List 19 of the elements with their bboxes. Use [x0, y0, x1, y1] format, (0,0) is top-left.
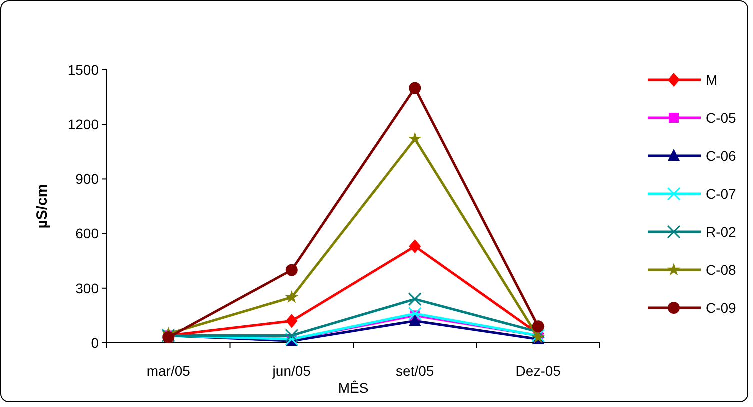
- legend-label: R-02: [706, 224, 737, 240]
- y-tick-label: 600: [76, 226, 100, 242]
- x-tick-label: set/05: [396, 363, 434, 379]
- legend-label: C-07: [706, 186, 737, 202]
- y-tick-label: 0: [91, 334, 100, 351]
- y-tick-label: 900: [76, 171, 100, 188]
- x-tick-label: mar/05: [146, 363, 191, 379]
- legend-label: C-09: [706, 300, 737, 316]
- x-axis-title: MÊS: [338, 380, 369, 396]
- x-tick-label: jun/05: [272, 363, 312, 379]
- y-tick-label: 1200: [68, 116, 100, 132]
- legend-label: C-08: [706, 262, 737, 278]
- legend-label: C-06: [706, 148, 737, 164]
- y-tick-label: 300: [76, 280, 100, 296]
- x-tick-label: Dez-05: [516, 363, 562, 379]
- legend-label: C-05: [706, 110, 737, 126]
- y-tick-label: 1500: [68, 62, 100, 78]
- legend-label: M: [706, 72, 718, 88]
- y-axis-title: µS/cm: [34, 184, 51, 229]
